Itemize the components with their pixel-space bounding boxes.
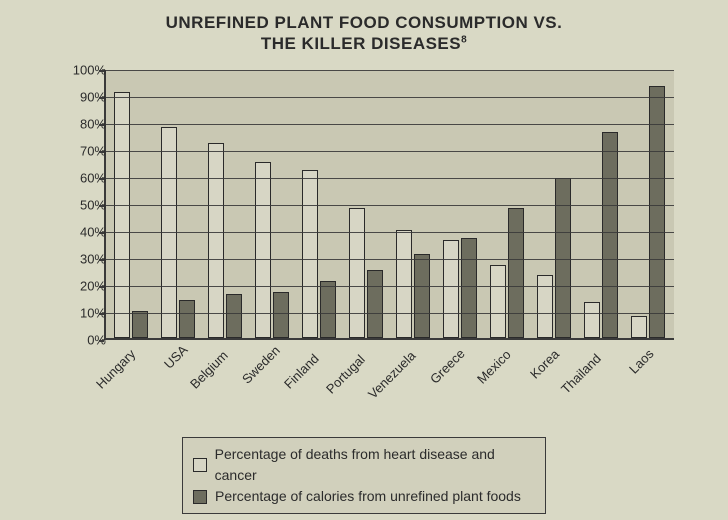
y-tick (99, 97, 104, 99)
x-tick-label: Mexico (474, 347, 514, 387)
legend-label: Percentage of calories from unrefined pl… (215, 486, 521, 507)
legend-item: Percentage of deaths from heart disease … (193, 444, 531, 486)
bar-series2 (320, 281, 336, 338)
y-tick (99, 259, 104, 261)
legend-swatch-dark (193, 490, 207, 504)
y-tick (99, 178, 104, 180)
gridline (106, 178, 674, 179)
gridline (106, 286, 674, 287)
x-tick-label: Thailand (558, 351, 604, 397)
gridline (106, 259, 674, 260)
x-tick-label: Portugal (323, 352, 368, 397)
gridline (106, 124, 674, 125)
y-tick (99, 286, 104, 288)
x-tick-label: Laos (626, 346, 657, 377)
x-tick-label: Korea (527, 346, 562, 381)
title-line-1: UNREFINED PLANT FOOD CONSUMPTION VS. (166, 13, 563, 32)
x-tick-label: Belgium (187, 348, 231, 392)
bar-series1 (584, 302, 600, 337)
gridline (106, 313, 674, 314)
gridline (106, 232, 674, 233)
title-footnote: 8 (461, 35, 467, 46)
y-tick (99, 70, 104, 72)
legend-label: Percentage of deaths from heart disease … (215, 444, 531, 486)
chart-area: 0%10%20%30%40%50%60%70%80%90%100% Hungar… (44, 65, 684, 415)
bar-series2 (602, 132, 618, 337)
legend-item: Percentage of calories from unrefined pl… (193, 486, 531, 507)
bar-series1 (349, 208, 365, 338)
bar-series2 (273, 292, 289, 338)
y-tick (99, 151, 104, 153)
page: UNREFINED PLANT FOOD CONSUMPTION VS. THE… (0, 0, 728, 520)
gridline (106, 97, 674, 98)
chart-title: UNREFINED PLANT FOOD CONSUMPTION VS. THE… (20, 12, 708, 55)
y-tick (99, 340, 104, 342)
legend: Percentage of deaths from heart disease … (182, 437, 546, 514)
x-tick-label: Greece (427, 346, 468, 387)
bar-series1 (443, 240, 459, 337)
bars-layer (106, 70, 674, 338)
bar-series1 (114, 92, 130, 338)
bar-series2 (226, 294, 242, 337)
bar-series2 (414, 254, 430, 338)
bar-series2 (179, 300, 195, 338)
x-tick-label: Sweden (239, 343, 283, 387)
legend-swatch-light (193, 458, 207, 472)
gridline (106, 70, 674, 71)
bar-series2 (367, 270, 383, 338)
gridline (106, 151, 674, 152)
y-tick (99, 313, 104, 315)
bar-series1 (631, 316, 647, 338)
x-tick-label: USA (161, 342, 191, 372)
y-tick (99, 205, 104, 207)
x-tick-label: Finland (281, 351, 322, 392)
plot-area (104, 70, 674, 340)
y-tick (99, 232, 104, 234)
bar-series2 (461, 238, 477, 338)
bar-series1 (255, 162, 271, 338)
bar-series2 (132, 311, 148, 338)
gridline (106, 205, 674, 206)
title-line-2: THE KILLER DISEASES (261, 34, 461, 53)
bar-series2 (508, 208, 524, 338)
x-tick-label: Venezuela (365, 348, 419, 402)
bar-series1 (490, 265, 506, 338)
bar-series1 (208, 143, 224, 337)
y-tick (99, 124, 104, 126)
x-tick-label: Hungary (93, 346, 138, 391)
bar-series1 (396, 230, 412, 338)
